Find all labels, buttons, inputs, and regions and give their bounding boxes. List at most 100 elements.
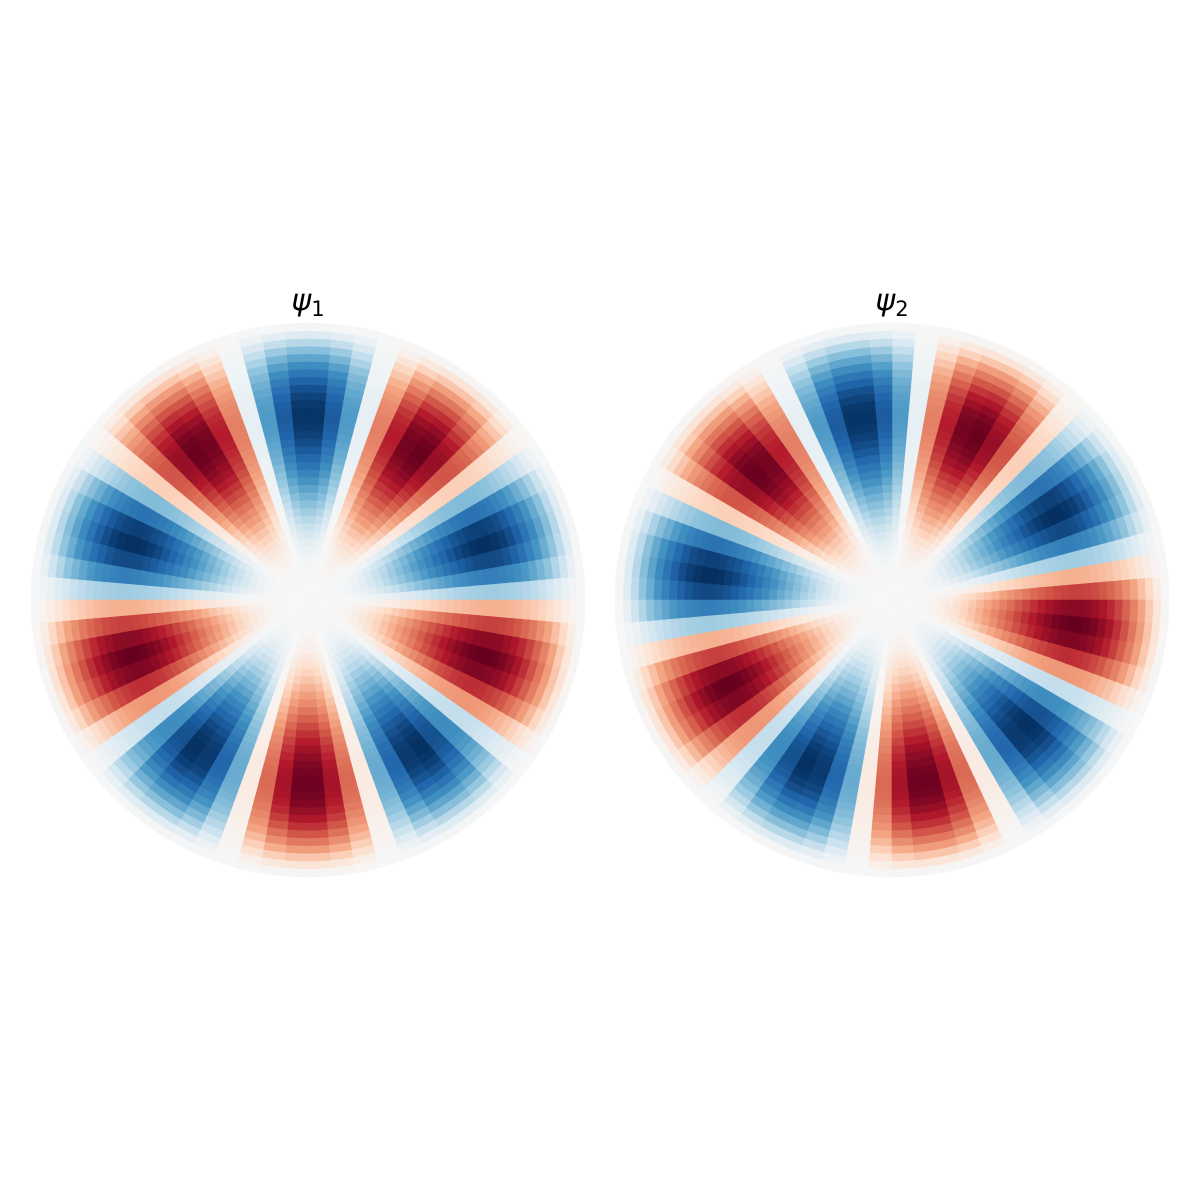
mesh-cell	[630, 599, 640, 624]
mesh-cell	[294, 667, 303, 677]
mesh-cell	[285, 844, 309, 855]
mesh-cell	[884, 515, 893, 524]
mesh-cell	[215, 583, 225, 593]
mesh-cell	[307, 322, 333, 333]
mesh-cell	[879, 660, 887, 670]
mesh-cell	[307, 729, 321, 739]
mesh-cell	[1159, 575, 1170, 601]
mesh-cell	[799, 583, 809, 593]
mesh-cell	[891, 407, 910, 417]
mesh-cell	[891, 522, 900, 532]
mesh-cell	[69, 578, 79, 601]
mesh-cell	[460, 585, 470, 601]
mesh-cell	[730, 585, 740, 601]
mesh-cell	[230, 599, 240, 608]
mesh-cell	[307, 391, 327, 402]
mesh-cell	[653, 578, 663, 601]
mesh-cell	[514, 599, 524, 620]
mesh-cell	[891, 768, 908, 778]
mesh-cell	[645, 599, 655, 622]
mesh-cell	[307, 361, 330, 371]
mesh-cell	[53, 599, 64, 623]
mesh-cell	[307, 676, 316, 685]
mesh-cell	[115, 599, 125, 618]
mesh-cell	[884, 522, 893, 532]
mesh-cell	[307, 798, 327, 809]
mesh-cell	[870, 837, 893, 847]
mesh-cell	[307, 384, 328, 394]
mesh-cell	[891, 576, 895, 585]
mesh-cell	[312, 538, 320, 548]
mesh-cell	[261, 595, 270, 601]
mesh-cell	[406, 580, 416, 592]
mesh-cell	[376, 599, 386, 608]
mesh-cell	[307, 699, 318, 709]
mesh-cell	[891, 491, 902, 501]
mesh-cell	[223, 599, 232, 608]
mesh-cell	[830, 594, 839, 601]
mesh-cell	[307, 783, 326, 793]
mesh-cell	[960, 592, 970, 601]
mesh-cell	[288, 698, 300, 708]
mesh-cell	[630, 576, 640, 601]
mesh-cell	[1121, 578, 1131, 601]
mesh-cell	[414, 589, 424, 601]
mesh-cell	[676, 580, 686, 601]
mesh-cell	[76, 579, 87, 601]
mesh-cell	[368, 605, 378, 613]
mesh-cell	[872, 698, 884, 708]
mesh-cell	[307, 837, 330, 847]
mesh-cell	[296, 652, 304, 662]
mesh-cell	[875, 775, 893, 785]
mesh-cell	[313, 530, 321, 540]
mesh-cell	[891, 445, 906, 455]
mesh-cell	[522, 599, 532, 620]
mesh-cell	[46, 576, 56, 601]
mesh-cell	[307, 660, 315, 670]
mesh-cell	[391, 599, 401, 609]
mesh-cell	[529, 599, 540, 621]
mesh-cell	[791, 599, 801, 610]
mesh-cell	[146, 585, 156, 601]
mesh-cell	[872, 492, 884, 502]
mesh-cell	[878, 737, 893, 747]
mesh-cell	[891, 345, 915, 356]
mesh-cell	[883, 683, 893, 693]
mesh-cell	[491, 582, 501, 601]
mesh-cell	[316, 492, 328, 502]
mesh-cell	[891, 461, 905, 471]
mesh-cell	[707, 583, 717, 601]
mesh-cell	[30, 599, 41, 625]
mesh-cell	[123, 583, 133, 601]
mesh-cell	[868, 330, 893, 340]
mesh-cell	[891, 860, 916, 870]
mesh-cell	[307, 338, 332, 348]
mesh-cell	[38, 576, 48, 601]
mesh-cell	[637, 599, 648, 623]
mesh-cell	[891, 852, 916, 862]
mesh-cell	[84, 580, 94, 601]
mesh-cell	[891, 844, 915, 855]
mesh-cell	[307, 561, 312, 570]
mesh-cell	[398, 607, 408, 618]
mesh-cell	[868, 597, 877, 601]
mesh-cell	[290, 783, 309, 793]
mesh-cell	[376, 592, 386, 601]
mesh-cell	[891, 515, 900, 524]
mesh-cell	[207, 599, 217, 610]
mesh-cell	[483, 583, 493, 601]
mesh-cell	[876, 760, 893, 770]
mesh-cell	[879, 461, 893, 471]
mesh-cell	[69, 599, 79, 622]
mesh-cell	[891, 353, 914, 363]
mesh-cell	[375, 605, 385, 614]
mesh-cell	[552, 599, 563, 623]
mesh-cell	[146, 599, 156, 615]
mesh-cell	[891, 798, 911, 809]
mesh-cell	[302, 645, 309, 655]
mesh-cell	[683, 581, 694, 601]
mesh-cell	[822, 593, 832, 601]
mesh-cell	[1075, 582, 1085, 601]
mesh-cell	[891, 660, 899, 670]
mesh-cell	[453, 586, 463, 601]
